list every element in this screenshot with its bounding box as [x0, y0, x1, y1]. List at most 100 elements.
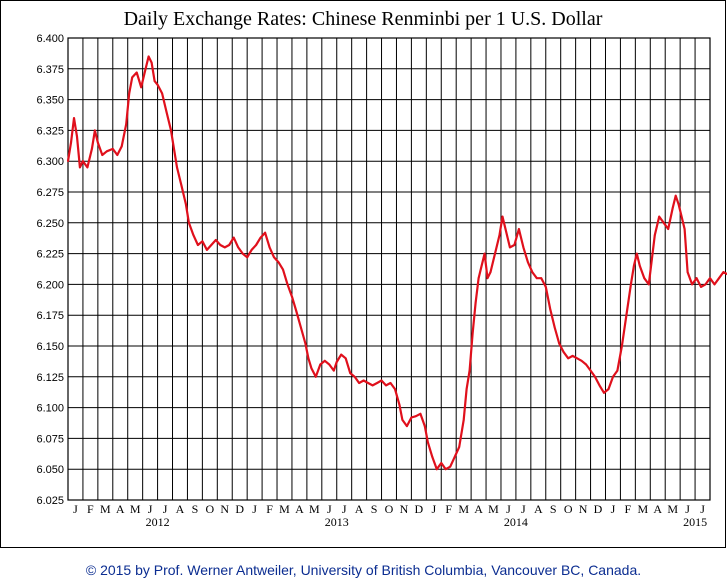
x-month-label: J	[611, 502, 616, 516]
data-point	[335, 361, 338, 363]
data-point	[419, 412, 422, 415]
x-month-label: M	[100, 502, 111, 516]
data-point	[501, 215, 504, 218]
x-month-label: M	[309, 502, 320, 516]
x-month-label: N	[400, 502, 409, 516]
data-point	[170, 129, 172, 132]
x-month-label: D	[235, 502, 244, 516]
data-point	[489, 271, 492, 273]
data-point	[474, 302, 477, 304]
data-point	[527, 261, 529, 264]
data-point	[91, 148, 93, 150]
data-point	[522, 246, 525, 249]
data-point	[509, 246, 511, 249]
y-tick-label: 6.400	[36, 33, 64, 45]
x-month-label: J	[342, 502, 347, 516]
x-month-label: M	[458, 502, 469, 516]
data-point	[128, 92, 131, 95]
data-point	[264, 231, 266, 234]
data-point	[367, 382, 369, 384]
data-point	[385, 384, 387, 387]
data-point	[535, 277, 538, 280]
data-point	[603, 391, 605, 394]
x-month-label: M	[667, 502, 678, 516]
data-point	[440, 462, 443, 464]
data-point	[180, 184, 183, 187]
y-tick-label: 6.375	[36, 64, 64, 76]
data-point	[453, 456, 456, 458]
x-month-label: F	[445, 502, 452, 516]
data-point	[458, 446, 461, 448]
data-point	[431, 456, 434, 458]
x-month-label: F	[87, 502, 94, 516]
data-point	[76, 135, 78, 138]
data-point	[206, 249, 208, 251]
data-point	[435, 468, 438, 471]
data-point	[567, 357, 570, 360]
data-point	[504, 228, 507, 230]
data-point	[101, 154, 104, 156]
x-month-label: M	[279, 502, 290, 516]
x-month-label: O	[385, 502, 394, 516]
y-tick-label: 6.300	[36, 156, 64, 168]
x-month-label: J	[327, 502, 332, 516]
plot-border	[67, 37, 711, 501]
data-point	[310, 367, 313, 370]
y-tick-label: 6.075	[36, 433, 64, 445]
copyright-footer: © 2015 by Prof. Werner Antweiler, Univer…	[85, 562, 642, 578]
x-month-label: A	[116, 502, 125, 516]
x-month-label: J	[431, 502, 436, 516]
data-point	[140, 86, 143, 89]
data-point	[273, 256, 275, 259]
data-point	[686, 271, 689, 273]
data-point	[638, 265, 641, 267]
data-point	[277, 261, 280, 264]
x-month-label: N	[220, 502, 229, 516]
x-month-label: J	[521, 502, 526, 516]
data-point	[241, 252, 244, 255]
y-tick-label: 6.100	[36, 403, 64, 415]
data-point	[192, 234, 195, 237]
x-month-label: O	[206, 502, 215, 516]
y-tick-label: 6.150	[36, 341, 64, 353]
data-point	[73, 117, 75, 119]
x-month-label: D	[415, 502, 424, 516]
data-point	[585, 363, 587, 366]
x-month-label: S	[550, 502, 557, 516]
data-point	[683, 228, 686, 230]
plot-area: 6.025 6.050 6.075 6.100 6.125 6.150 6.175 6.200…	[36, 33, 727, 529]
data-point	[625, 314, 628, 317]
y-tick-label: 6.350	[36, 95, 64, 107]
data-point	[94, 129, 96, 132]
data-point	[677, 203, 680, 206]
data-point	[362, 379, 365, 382]
x-year-label: 2014	[504, 515, 528, 529]
x-month-label: A	[355, 502, 364, 516]
data-point	[449, 465, 452, 468]
data-point	[415, 415, 417, 418]
data-point	[259, 236, 262, 239]
data-point	[498, 234, 501, 237]
data-point	[319, 363, 322, 366]
data-point	[307, 357, 310, 360]
data-point	[589, 369, 592, 372]
data-point	[153, 80, 156, 82]
data-point	[105, 150, 108, 153]
data-point	[494, 252, 496, 255]
data-point	[401, 419, 404, 421]
data-point	[197, 244, 199, 246]
data-point	[282, 268, 284, 271]
data-point	[201, 240, 204, 243]
data-point	[598, 384, 601, 387]
data-point	[426, 441, 429, 443]
x-year-label: 2012	[146, 515, 170, 529]
x-month-label: S	[371, 502, 378, 516]
x-month-label: J	[700, 502, 705, 516]
y-tick-label: 6.025	[36, 495, 64, 507]
data-point	[131, 76, 134, 79]
data-point	[540, 277, 543, 280]
x-month-label: J	[506, 502, 511, 516]
x-month-label: O	[564, 502, 573, 516]
data-point	[580, 359, 583, 362]
data-point	[389, 382, 392, 384]
